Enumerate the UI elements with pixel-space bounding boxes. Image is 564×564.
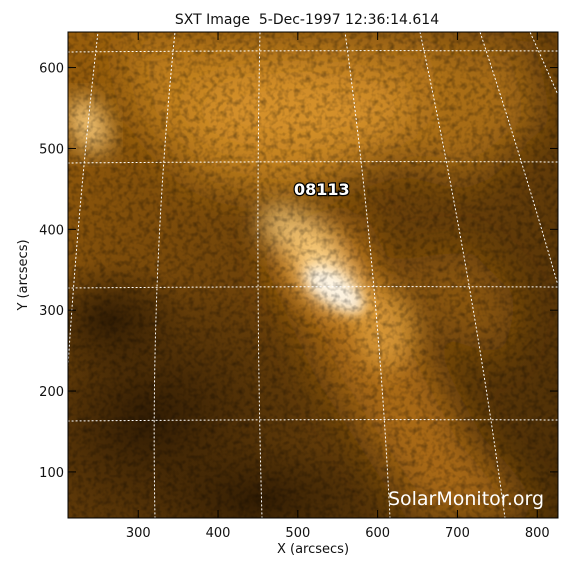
x-tick-label: 400	[206, 526, 231, 541]
plot-frame	[67, 31, 559, 519]
y-tick-label: 500	[39, 142, 64, 157]
latitude-line	[68, 419, 558, 422]
longitude-line	[479, 32, 558, 288]
x-tick-label: 800	[525, 526, 550, 541]
longitude-line	[419, 32, 506, 518]
longitude-line	[153, 32, 176, 518]
active-region-label: 08113	[294, 180, 350, 199]
x-tick-label: 700	[445, 526, 470, 541]
x-axis-label: X (arcsecs)	[277, 542, 349, 557]
latitude-line	[68, 50, 558, 53]
solarmonitor-watermark: SolarMonitor.org	[388, 488, 544, 510]
latitude-line	[68, 161, 558, 164]
y-tick-label: 200	[39, 385, 64, 400]
latitude-line	[68, 286, 558, 289]
longitude-line	[344, 32, 391, 518]
y-tick-label: 600	[39, 62, 64, 77]
y-axis-ticks: 100 200 300 400 500 600	[39, 62, 558, 481]
y-tick-label: 100	[39, 466, 64, 481]
plot-title: SXT Image 5-Dec-1997 12:36:14.614	[175, 12, 439, 28]
x-tick-label: 600	[365, 526, 390, 541]
longitude-line	[68, 32, 99, 375]
solar-image	[68, 32, 558, 518]
y-tick-label: 400	[39, 223, 64, 238]
x-tick-label: 300	[126, 526, 151, 541]
x-tick-label: 500	[285, 526, 310, 541]
y-tick-label: 300	[39, 304, 64, 319]
x-axis-ticks: 300 400 500 600 700 800	[126, 32, 550, 541]
y-axis-label: Y (arcsecs)	[16, 239, 31, 311]
heliographic-grid	[68, 32, 558, 518]
